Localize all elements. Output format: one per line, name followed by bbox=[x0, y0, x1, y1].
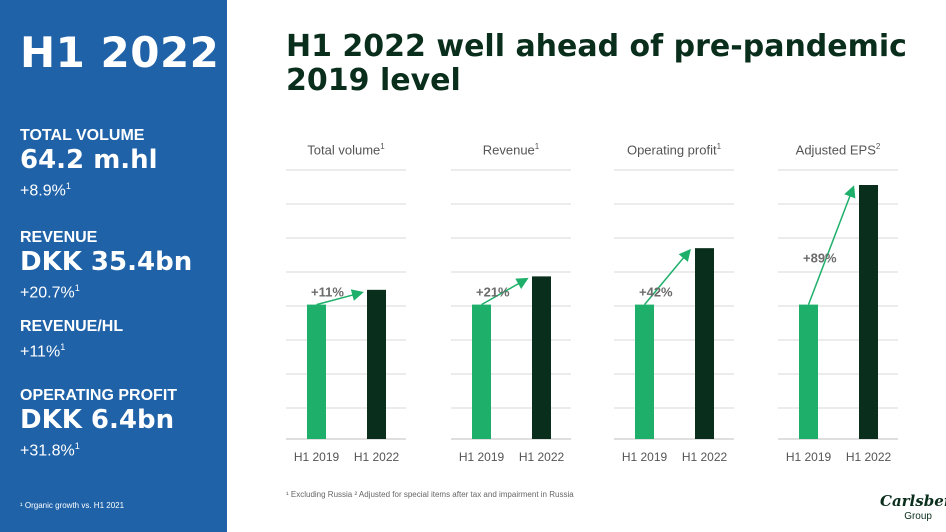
chart-title-total-volume: Total volume1 bbox=[307, 142, 385, 158]
kpi-label: REVENUE bbox=[20, 229, 98, 246]
bar-h1-2022 bbox=[532, 276, 551, 439]
bar-h1-2022 bbox=[859, 185, 878, 439]
chart-title-operating-profit: Operating profit1 bbox=[626, 142, 722, 158]
x-tick-label: H1 2019 bbox=[786, 450, 832, 464]
sidebar: H1 2022 TOTAL VOLUME 64.2 m.hl +8.9%1 RE… bbox=[0, 0, 227, 532]
kpi-label: REVENUE/HL bbox=[20, 318, 124, 335]
bar-h1-2022 bbox=[695, 248, 714, 439]
kpi-revenue: REVENUE DKK 35.4bn +20.7%1 bbox=[20, 229, 192, 304]
sidebar-title: H1 2022 bbox=[20, 28, 220, 77]
x-tick-label: H1 2019 bbox=[294, 450, 340, 464]
growth-arrow bbox=[807, 185, 856, 305]
logo-subtitle: Group bbox=[904, 511, 932, 522]
kpi-operating-profit: OPERATING PROFIT DKK 6.4bn +31.8%1 bbox=[20, 387, 177, 462]
chart-title-revenue: Revenue1 bbox=[482, 142, 540, 158]
logo-wordmark: Carlsberg bbox=[880, 492, 946, 510]
growth-label: +11% bbox=[311, 285, 344, 300]
growth-arrow bbox=[481, 277, 529, 306]
x-tick-label: H1 2022 bbox=[519, 450, 565, 464]
growth-label: +21% bbox=[476, 285, 510, 300]
bar-h1-2019 bbox=[307, 304, 326, 439]
x-tick-label: H1 2019 bbox=[622, 450, 668, 464]
x-tick-label: H1 2019 bbox=[459, 450, 505, 464]
kpi-change: +8.9%1 bbox=[20, 181, 71, 200]
chart-title-adjusted-eps: Adjusted EPS2 bbox=[795, 142, 881, 158]
growth-label: +89% bbox=[803, 251, 837, 266]
kpi-value: DKK 6.4bn bbox=[20, 405, 175, 435]
kpi-change: +20.7%1 bbox=[20, 283, 80, 302]
carlsberg-logo: Carlsberg Group bbox=[880, 492, 946, 526]
x-tick-label: H1 2022 bbox=[846, 450, 892, 464]
kpi-revenue-per-hl: REVENUE/HL +11%1 bbox=[20, 318, 123, 363]
growth-label: +42% bbox=[639, 285, 673, 300]
sidebar-footnote: ¹ Organic growth vs. H1 2021 bbox=[20, 501, 125, 510]
page-title: H1 2022 well ahead of pre-pandemic 2019 … bbox=[286, 29, 907, 98]
bar-h1-2019 bbox=[799, 304, 818, 439]
growth-arrow bbox=[643, 248, 691, 306]
kpi-label: OPERATING PROFIT bbox=[20, 387, 178, 404]
x-tick-label: H1 2022 bbox=[682, 450, 728, 464]
bar-h1-2019 bbox=[472, 304, 491, 439]
kpi-change: +31.8%1 bbox=[20, 441, 80, 460]
x-tick-label: H1 2022 bbox=[354, 450, 400, 464]
kpi-value: 64.2 m.hl bbox=[20, 145, 158, 175]
footnote: ¹ Excluding Russia ² Adjusted for specia… bbox=[286, 490, 574, 499]
bar-h1-2022 bbox=[367, 289, 386, 439]
kpi-change: +11%1 bbox=[20, 342, 66, 361]
growth-arrow bbox=[316, 289, 364, 306]
kpi-total-volume: TOTAL VOLUME 64.2 m.hl +8.9%1 bbox=[20, 127, 158, 202]
kpi-label: TOTAL VOLUME bbox=[20, 127, 145, 144]
bar-h1-2019 bbox=[635, 304, 654, 439]
kpi-value: DKK 35.4bn bbox=[20, 247, 193, 277]
